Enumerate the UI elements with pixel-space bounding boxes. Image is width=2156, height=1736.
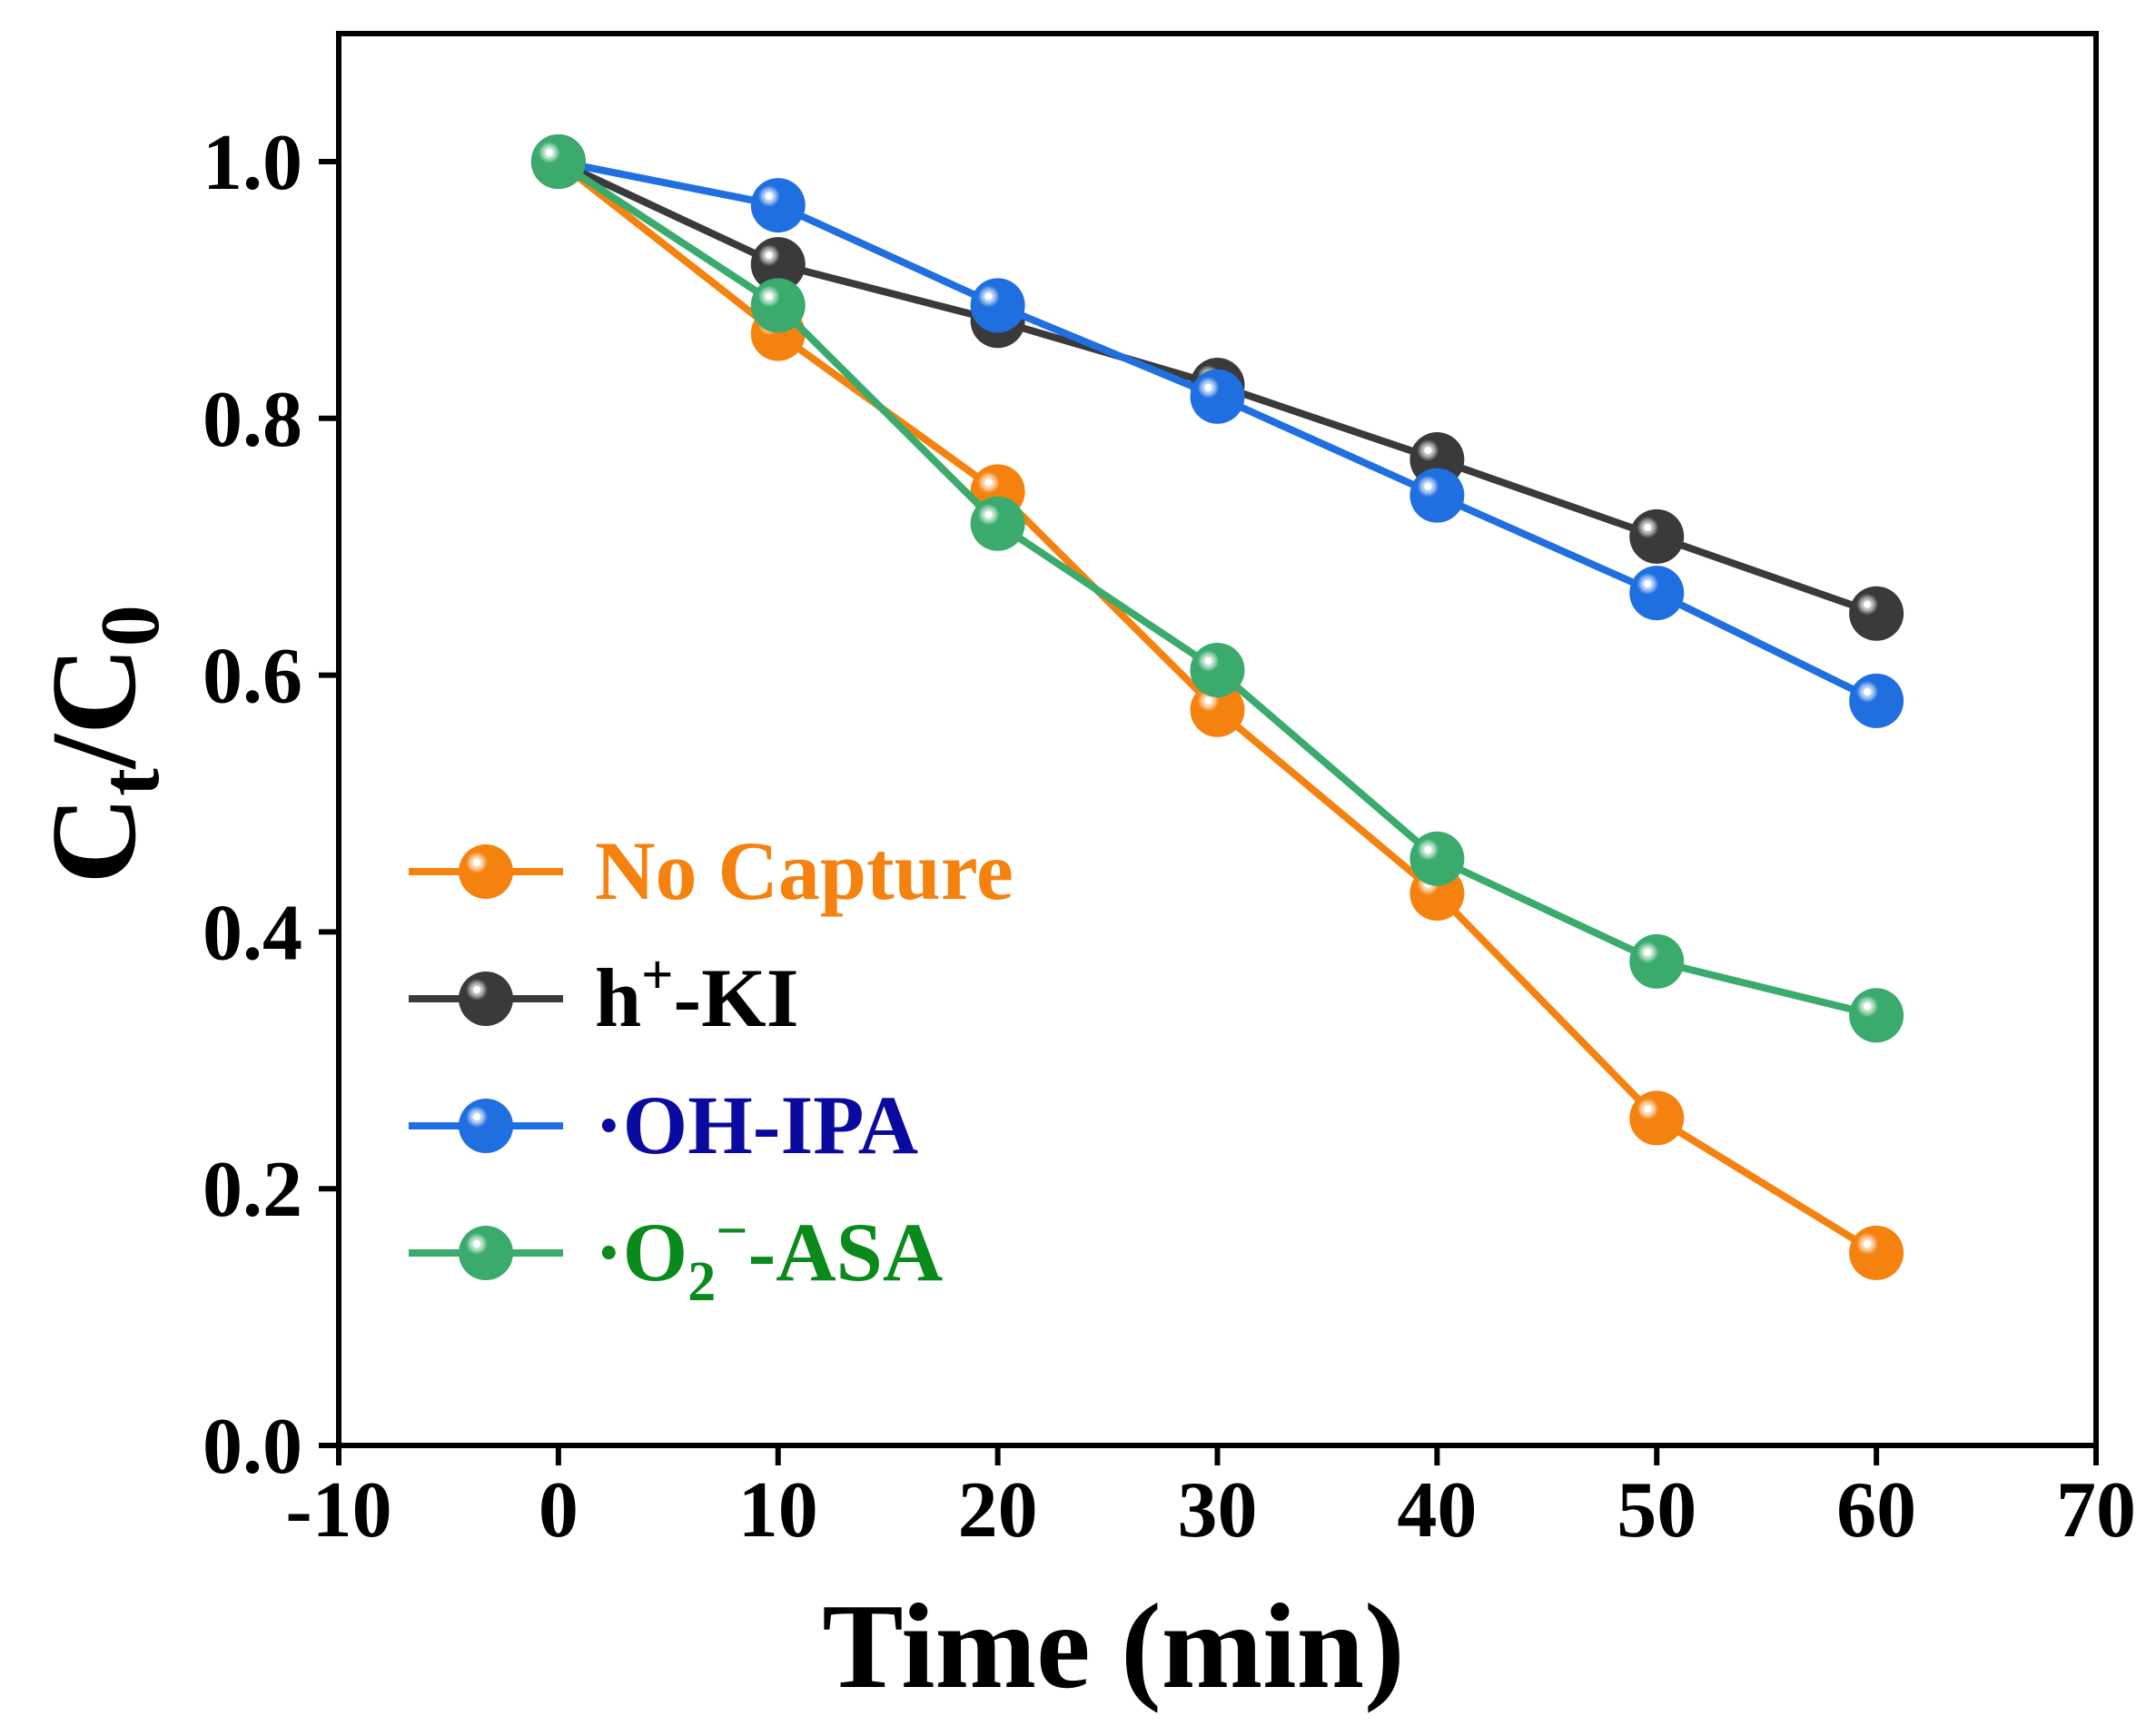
- data-point: [1629, 933, 1685, 989]
- legend-entry: ·O2−-ASA: [409, 1200, 943, 1313]
- data-point: [530, 134, 586, 189]
- y-tick-label: 0.8: [203, 376, 302, 464]
- legend: No Capture h+-KI ·OH-IPA ·O2−-ASA: [409, 824, 1014, 1313]
- legend-label: ·OH-IPA: [595, 1079, 918, 1171]
- data-point: [1849, 1225, 1904, 1280]
- y-label-base: C: [26, 796, 161, 884]
- data-point: [1190, 369, 1245, 424]
- legend-marker: [459, 972, 513, 1026]
- series-3: [530, 134, 1904, 1043]
- y-axis-label: Ct/C0: [26, 605, 176, 883]
- data-point: [750, 278, 806, 333]
- legend-label: h+-KI: [595, 944, 799, 1044]
- x-tick-label: 70: [2056, 1466, 2136, 1554]
- data-point: [1629, 1090, 1685, 1146]
- legend-marker: [459, 844, 513, 899]
- data-point: [1409, 468, 1465, 523]
- x-axis-label: Time (min): [822, 1579, 1404, 1713]
- legend-entry: ·OH-IPA: [409, 1079, 918, 1171]
- x-tick-label: -10: [285, 1466, 391, 1554]
- x-tick-label: 0: [539, 1466, 579, 1554]
- legend-marker: [459, 1099, 513, 1153]
- y-axis: 0.0 0.2 0.4 0.6 0.8 1.0: [203, 119, 339, 1491]
- data-point: [1190, 642, 1245, 697]
- data-point: [1849, 673, 1904, 728]
- data-point: [970, 496, 1025, 551]
- x-tick-label: 20: [958, 1466, 1038, 1554]
- x-tick-label: 60: [1836, 1466, 1916, 1554]
- y-tick-label: 0.0: [203, 1403, 302, 1491]
- legend-marker: [459, 1226, 513, 1280]
- data-point: [970, 278, 1025, 333]
- series-layer: [530, 134, 1904, 1280]
- y-label-sub-t: t: [84, 768, 176, 796]
- legend-label: ·O2−-ASA: [595, 1200, 943, 1313]
- data-point: [1629, 508, 1685, 564]
- x-axis: -10 0 10 20 30 40 50 60 70: [285, 1445, 2136, 1554]
- svg-text:Ct/C0: Ct/C0: [26, 605, 176, 883]
- data-point: [1190, 682, 1245, 737]
- legend-label: No Capture: [595, 824, 1014, 917]
- y-tick-label: 1.0: [203, 119, 302, 207]
- x-tick-label: 40: [1397, 1466, 1477, 1554]
- data-point: [750, 178, 806, 233]
- data-point: [1409, 831, 1465, 886]
- x-tick-label: 10: [738, 1466, 818, 1554]
- data-point: [1849, 988, 1904, 1043]
- series-2: [530, 134, 1904, 728]
- y-label-sub-0: 0: [84, 605, 176, 646]
- legend-entry: h+-KI: [409, 944, 799, 1044]
- y-tick-label: 0.4: [203, 889, 302, 977]
- x-tick-label: 30: [1178, 1466, 1258, 1554]
- series-line: [558, 158, 1878, 705]
- legend-entry: No Capture: [409, 824, 1014, 917]
- data-point: [1629, 566, 1685, 621]
- data-point: [750, 237, 806, 292]
- x-tick-label: 50: [1617, 1466, 1696, 1554]
- y-tick-label: 0.6: [203, 633, 302, 721]
- data-point: [1849, 586, 1904, 641]
- y-label-slash: /C: [26, 646, 161, 770]
- y-tick-label: 0.2: [203, 1146, 302, 1234]
